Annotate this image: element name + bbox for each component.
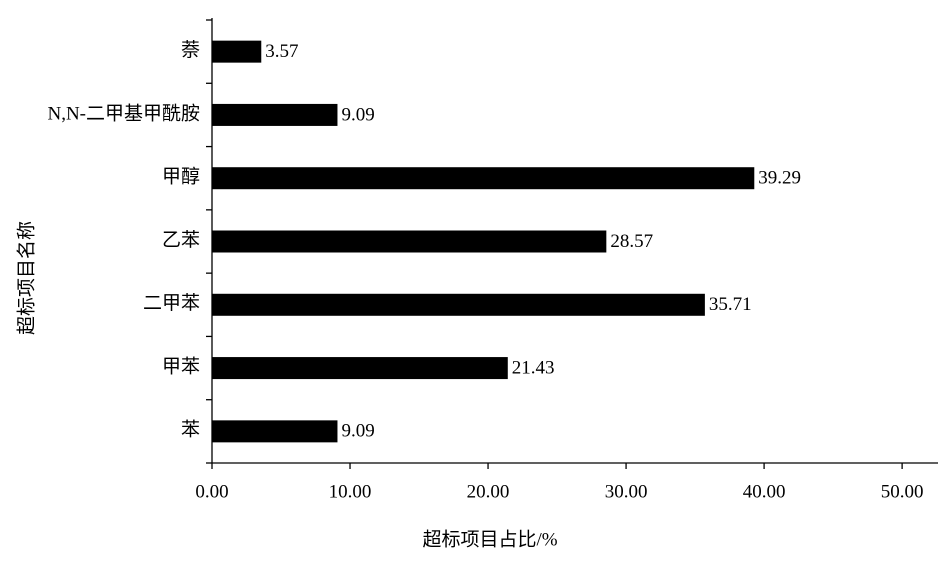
bar [212, 230, 607, 253]
y-tick-label: 甲苯 [162, 355, 200, 377]
x-tick-label: 10.00 [329, 481, 372, 502]
x-tick-label: 40.00 [743, 481, 786, 502]
data-label: 28.57 [610, 231, 653, 252]
x-tick-label: 20.00 [467, 481, 510, 502]
data-label: 9.09 [341, 104, 374, 125]
bar [212, 357, 508, 380]
bar [212, 420, 338, 443]
bar [212, 167, 755, 190]
data-label: 39.29 [758, 168, 801, 189]
bar [212, 40, 262, 63]
x-tick-label: 30.00 [605, 481, 648, 502]
data-label: 35.71 [709, 294, 752, 315]
y-tick-label: 萘 [181, 39, 200, 61]
bar [212, 103, 338, 126]
data-label: 9.09 [341, 421, 374, 442]
x-axis-title: 超标项目占比/% [422, 528, 557, 550]
data-label: 3.57 [265, 41, 298, 62]
bar [212, 293, 705, 316]
y-tick-label: 二甲苯 [143, 292, 200, 314]
x-tick-label: 0.00 [195, 481, 228, 502]
y-axis-title: 超标项目名称 [15, 221, 37, 335]
y-tick-label: N,N-二甲基甲酰胺 [47, 102, 200, 124]
x-tick-label: 50.00 [881, 481, 924, 502]
y-tick-label: 甲醇 [162, 166, 200, 188]
data-label: 21.43 [512, 357, 555, 378]
y-tick-label: 乙苯 [162, 229, 200, 251]
y-tick-label: 苯 [181, 419, 200, 441]
